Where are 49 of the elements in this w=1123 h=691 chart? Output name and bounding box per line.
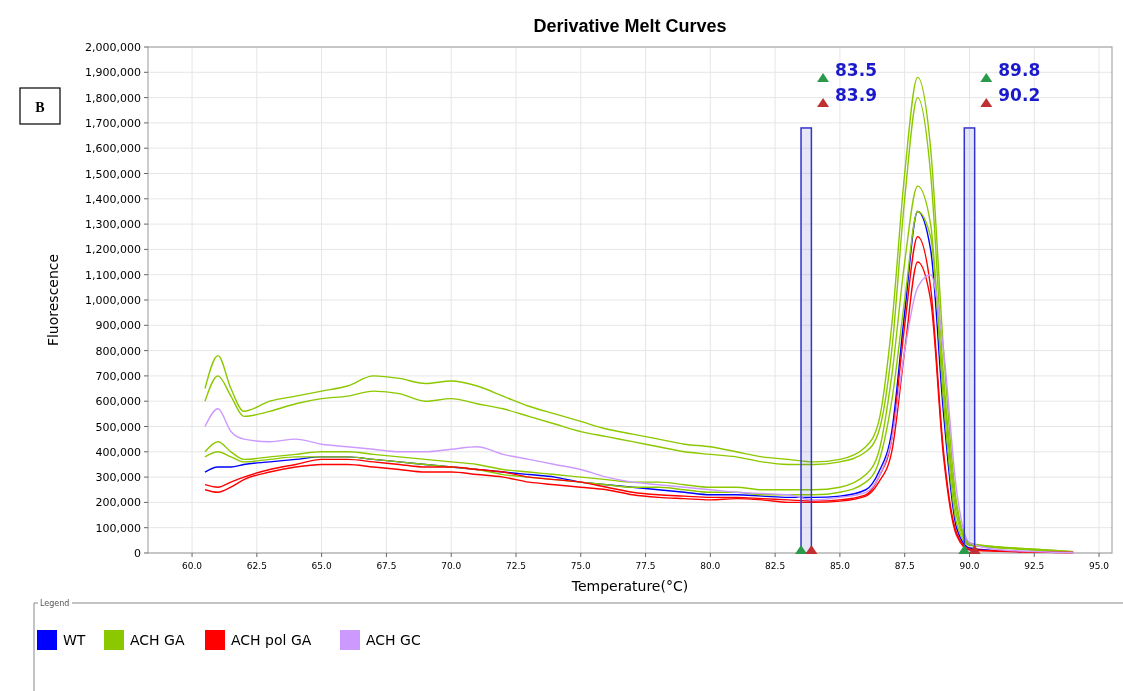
y-tick-label: 0 bbox=[134, 547, 141, 560]
y-tick-label: 1,800,000 bbox=[85, 91, 141, 105]
y-axis-title: Fluorescence bbox=[45, 253, 61, 347]
legend-label: ACH GA bbox=[130, 632, 185, 648]
x-tick-label: 70.0 bbox=[441, 561, 462, 571]
x-tick-label: 77.5 bbox=[635, 561, 656, 571]
y-tick-label: 100,000 bbox=[95, 521, 141, 535]
y-tick-label: 1,300,000 bbox=[85, 218, 141, 232]
annotation: 83.9 bbox=[835, 85, 877, 105]
y-tick-label: 800,000 bbox=[95, 344, 141, 358]
y-tick-label: 200,000 bbox=[95, 496, 141, 510]
x-tick-label: 85.0 bbox=[829, 561, 851, 571]
y-tick-label: 1,000,000 bbox=[85, 294, 141, 307]
x-tick-label: 67.5 bbox=[376, 561, 397, 571]
x-tick-label: 62.5 bbox=[246, 561, 267, 571]
x-tick-label: 82.5 bbox=[765, 561, 786, 571]
y-tick-label: 1,400,000 bbox=[85, 192, 141, 206]
annotation: 83.5 bbox=[835, 60, 877, 80]
x-tick-label: 95.0 bbox=[1089, 561, 1110, 571]
annotation: 90.2 bbox=[998, 85, 1041, 105]
text: B bbox=[35, 100, 45, 115]
y-tick-label: 1,900,000 bbox=[85, 66, 141, 80]
x-tick-label: 90.0 bbox=[959, 561, 980, 571]
y-tick-label: 1,100,000 bbox=[85, 268, 141, 282]
y-tick-label: 1,700,000 bbox=[85, 116, 141, 130]
y-tick-label: 1,200,000 bbox=[85, 243, 141, 257]
y-tick-label: 700,000 bbox=[95, 369, 141, 383]
y-tick-label: 500,000 bbox=[95, 420, 141, 434]
x-tick-label: 65.0 bbox=[311, 561, 332, 571]
x-axis-title: Temperature(°C) bbox=[570, 578, 689, 594]
y-tick-label: 900,000 bbox=[95, 319, 141, 333]
legend-label: ACH pol GA bbox=[231, 632, 312, 648]
legend-label: ACH GC bbox=[366, 632, 421, 648]
chart-title: Derivative Melt Curves bbox=[533, 16, 727, 36]
x-tick-label: 72.5 bbox=[505, 561, 526, 571]
x-tick-label: 75.0 bbox=[570, 561, 592, 571]
legend-title: Legend bbox=[40, 599, 70, 608]
y-tick-label: 2,000,000 bbox=[85, 41, 141, 54]
x-tick-label: 87.5 bbox=[894, 561, 915, 571]
y-tick-label: 300,000 bbox=[95, 471, 141, 485]
y-tick-label: 600,000 bbox=[95, 395, 141, 409]
y-tick-label: 1,600,000 bbox=[85, 142, 141, 156]
annotation: 89.8 bbox=[998, 60, 1041, 80]
y-tick-label: 400,000 bbox=[95, 445, 141, 459]
y-tick-label: 1,500,000 bbox=[85, 167, 141, 181]
x-tick-label: 60.0 bbox=[182, 561, 203, 571]
x-tick-label: 92.5 bbox=[1024, 561, 1045, 571]
x-tick-label: 80.0 bbox=[700, 561, 721, 571]
legend-label: WT bbox=[63, 632, 86, 648]
